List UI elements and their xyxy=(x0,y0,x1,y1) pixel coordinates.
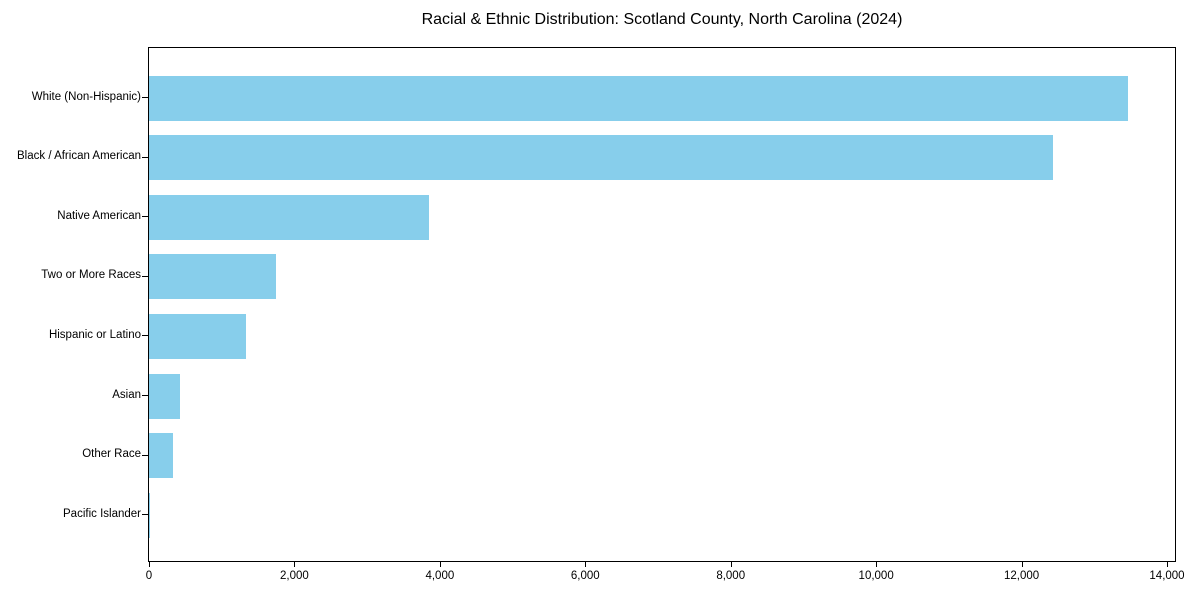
chart-title: Racial & Ethnic Distribution: Scotland C… xyxy=(421,11,903,28)
bar xyxy=(149,373,181,419)
x-tick-label: 0 xyxy=(145,570,153,582)
y-tick-mark xyxy=(142,216,148,218)
y-tick-mark xyxy=(142,156,148,158)
y-tick-label: Pacific Islander xyxy=(63,507,141,520)
bar xyxy=(149,75,1128,121)
y-tick-mark xyxy=(142,395,148,396)
bar xyxy=(149,135,1053,181)
x-tick-label: 10,000 xyxy=(858,570,894,582)
y-tick-mark xyxy=(142,514,148,516)
y-tick-label: Black / African American xyxy=(17,150,141,163)
x-tick-mark xyxy=(439,562,441,567)
x-tick-label: 12,000 xyxy=(1003,570,1040,582)
bar xyxy=(149,194,429,240)
y-tick-label: Asian xyxy=(112,388,141,401)
x-tick-mark xyxy=(585,562,587,567)
x-tick-label: 8,000 xyxy=(716,570,746,582)
bar xyxy=(149,433,173,479)
x-tick-label: 4,000 xyxy=(425,570,455,582)
y-tick-label: Two or More Races xyxy=(41,269,141,282)
x-tick-mark xyxy=(1021,562,1023,567)
x-tick-label: 14,000 xyxy=(1149,570,1185,582)
y-tick-mark xyxy=(142,335,148,337)
y-tick-mark xyxy=(142,275,148,277)
y-tick-mark xyxy=(142,97,148,98)
y-tick-label: Hispanic or Latino xyxy=(48,328,141,341)
bar xyxy=(149,313,247,359)
y-tick-label: Other Race xyxy=(82,448,141,461)
bar xyxy=(149,254,276,300)
x-tick-mark xyxy=(730,562,732,567)
plot-area xyxy=(148,47,1176,562)
y-tick-label: White (Non-Hispanic) xyxy=(31,90,141,103)
y-tick-mark xyxy=(142,454,148,456)
y-tick-label: Native American xyxy=(57,209,141,222)
x-tick-mark xyxy=(1167,562,1168,567)
x-tick-mark xyxy=(876,562,878,567)
x-tick-label: 2,000 xyxy=(280,570,309,582)
x-tick-mark xyxy=(294,562,296,567)
x-tick-mark xyxy=(149,562,150,567)
bar xyxy=(149,492,151,538)
x-tick-label: 6,000 xyxy=(570,570,600,582)
